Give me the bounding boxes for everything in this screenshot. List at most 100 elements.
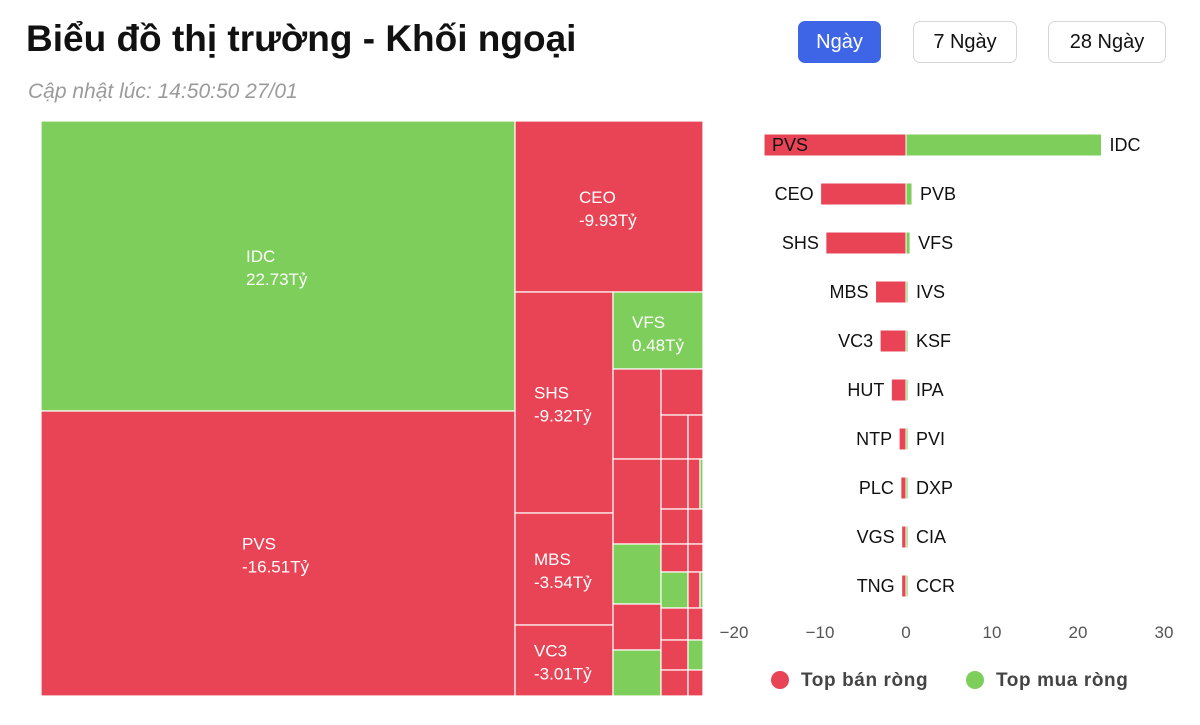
- treemap-small-tile[interactable]: [660, 458, 689, 510]
- buy-bar-ipa[interactable]: [905, 378, 909, 402]
- bar-row-6[interactable]: HUT IPA: [847, 378, 944, 402]
- sell-bar-vgs[interactable]: [901, 525, 907, 549]
- treemap-label: PVS: [242, 535, 276, 554]
- buy-label: IDC: [1109, 135, 1140, 155]
- tab-28-days[interactable]: 28 Ngày: [1048, 21, 1166, 63]
- sell-bar-plc[interactable]: [900, 476, 907, 500]
- treemap-label: IDC: [246, 247, 275, 266]
- legend-label: Top bán ròng: [801, 670, 928, 691]
- buy-label: IPA: [916, 380, 944, 400]
- treemap-small-tile[interactable]: [660, 669, 689, 697]
- treemap-small-tile[interactable]: [660, 543, 689, 573]
- page-title: Biểu đồ thị trường - Khối ngoại: [26, 18, 577, 59]
- buy-bar-vfs[interactable]: [905, 231, 911, 255]
- treemap-value: 0.48Tỷ: [632, 336, 684, 355]
- sell-label: SHS: [782, 233, 819, 253]
- legend-swatch: [966, 671, 984, 689]
- sell-bar-hut[interactable]: [890, 378, 907, 402]
- treemap-value: -3.54Tỷ: [534, 573, 592, 592]
- treemap-rect: [40, 120, 516, 412]
- period-tabs: Ngày 7 Ngày 28 Ngày: [0, 21, 1200, 65]
- buy-label: CIA: [916, 527, 946, 547]
- bar-row-3[interactable]: SHS VFS: [782, 231, 953, 255]
- buy-bar-ivs[interactable]: [905, 280, 909, 304]
- treemap-small-tile[interactable]: [612, 543, 662, 605]
- treemap-value: 22.73Tỷ: [246, 270, 308, 289]
- bar-row-5[interactable]: VC3 KSF: [838, 329, 951, 353]
- x-tick-label: 20: [1069, 623, 1088, 642]
- buy-label: VFS: [918, 233, 953, 253]
- bar-row-9[interactable]: VGS CIA: [857, 525, 946, 549]
- sell-label: MBS: [830, 282, 869, 302]
- treemap-value: -16.51Tỷ: [242, 558, 310, 577]
- buy-bar-dxp[interactable]: [905, 476, 909, 500]
- bar-row-8[interactable]: PLC DXP: [859, 476, 953, 500]
- tab-day[interactable]: Ngày: [798, 21, 881, 63]
- bar-row-1[interactable]: PVS IDC: [763, 133, 1140, 157]
- treemap-tile-vfs[interactable]: VFS 0.48Tỷ: [612, 291, 704, 370]
- bar-row-10[interactable]: TNG CCR: [857, 574, 955, 598]
- treemap-small-tile[interactable]: [612, 458, 662, 545]
- legend-swatch: [771, 671, 789, 689]
- buy-bar-ksf[interactable]: [905, 329, 909, 353]
- sell-bar-ntp[interactable]: [898, 427, 907, 451]
- bar-row-2[interactable]: CEO PVB: [775, 182, 956, 206]
- sell-label: CEO: [775, 184, 814, 204]
- treemap-tile-shs[interactable]: SHS -9.32Tỷ: [514, 291, 614, 514]
- sell-bar-vc3[interactable]: [879, 329, 907, 353]
- treemap-small-tile[interactable]: [660, 571, 689, 609]
- sell-bar-shs[interactable]: [825, 231, 907, 255]
- sell-label: VC3: [838, 331, 873, 351]
- sell-label: PVS: [772, 135, 808, 155]
- treemap-tile-vc3[interactable]: VC3 -3.01Tỷ: [514, 624, 614, 697]
- buy-label: CCR: [916, 576, 955, 596]
- treemap-label: SHS: [534, 384, 569, 403]
- x-tick-label: 10: [983, 623, 1002, 642]
- buy-bar-ccr[interactable]: [905, 574, 909, 598]
- treemap-small-tile[interactable]: [612, 368, 662, 460]
- sell-bar-mbs[interactable]: [875, 280, 907, 304]
- treemap-value: -9.93Tỷ: [579, 211, 637, 230]
- x-tick-label: −10: [806, 623, 835, 642]
- buy-label: KSF: [916, 331, 951, 351]
- treemap-label: VFS: [632, 313, 665, 332]
- treemap-small-tile[interactable]: [687, 669, 704, 697]
- bar-row-4[interactable]: MBS IVS: [830, 280, 945, 304]
- treemap-tile-idc[interactable]: IDC 22.73Tỷ: [40, 120, 516, 412]
- sell-bar-ceo[interactable]: [820, 182, 907, 206]
- buy-label: IVS: [916, 282, 945, 302]
- legend-item-buy[interactable]: Top mua ròng: [966, 670, 1128, 691]
- buy-label: PVB: [920, 184, 956, 204]
- sell-label: VGS: [857, 527, 895, 547]
- treemap-label: MBS: [534, 550, 571, 569]
- buy-label: PVI: [916, 429, 945, 449]
- sell-label: NTP: [856, 429, 892, 449]
- treemap-tile-ceo[interactable]: CEO -9.93Tỷ: [514, 120, 704, 293]
- treemap-rect: [612, 291, 704, 370]
- treemap-tile-pvs[interactable]: PVS -16.51Tỷ: [40, 410, 516, 697]
- treemap-small-tile[interactable]: [660, 368, 704, 416]
- tab-7-days[interactable]: 7 Ngày: [913, 21, 1017, 63]
- sell-label: TNG: [857, 576, 895, 596]
- treemap-rect: [514, 624, 614, 697]
- buy-bar-pvi[interactable]: [905, 427, 909, 451]
- treemap-small-tile[interactable]: [660, 414, 689, 460]
- bar-row-7[interactable]: NTP PVI: [856, 427, 945, 451]
- legend-label: Top mua ròng: [996, 670, 1128, 691]
- buy-bar-idc[interactable]: [905, 133, 1102, 157]
- buy-label: DXP: [916, 478, 953, 498]
- buy-bar-cia[interactable]: [905, 525, 909, 549]
- treemap-label: CEO: [579, 188, 616, 207]
- x-tick-label: 30: [1155, 623, 1174, 642]
- update-timestamp: Cập nhật lúc: 14:50:50 27/01: [28, 80, 298, 103]
- sell-bar-tng[interactable]: [901, 574, 907, 598]
- treemap-small-tile[interactable]: [612, 649, 662, 697]
- legend-item-sell[interactable]: Top bán ròng: [771, 670, 928, 691]
- treemap-rect: [514, 291, 614, 514]
- treemap-rect: [514, 120, 704, 293]
- buy-bar-pvb[interactable]: [905, 182, 913, 206]
- treemap-tile-mbs[interactable]: MBS -3.54Tỷ: [514, 512, 614, 626]
- treemap-rect: [514, 512, 614, 626]
